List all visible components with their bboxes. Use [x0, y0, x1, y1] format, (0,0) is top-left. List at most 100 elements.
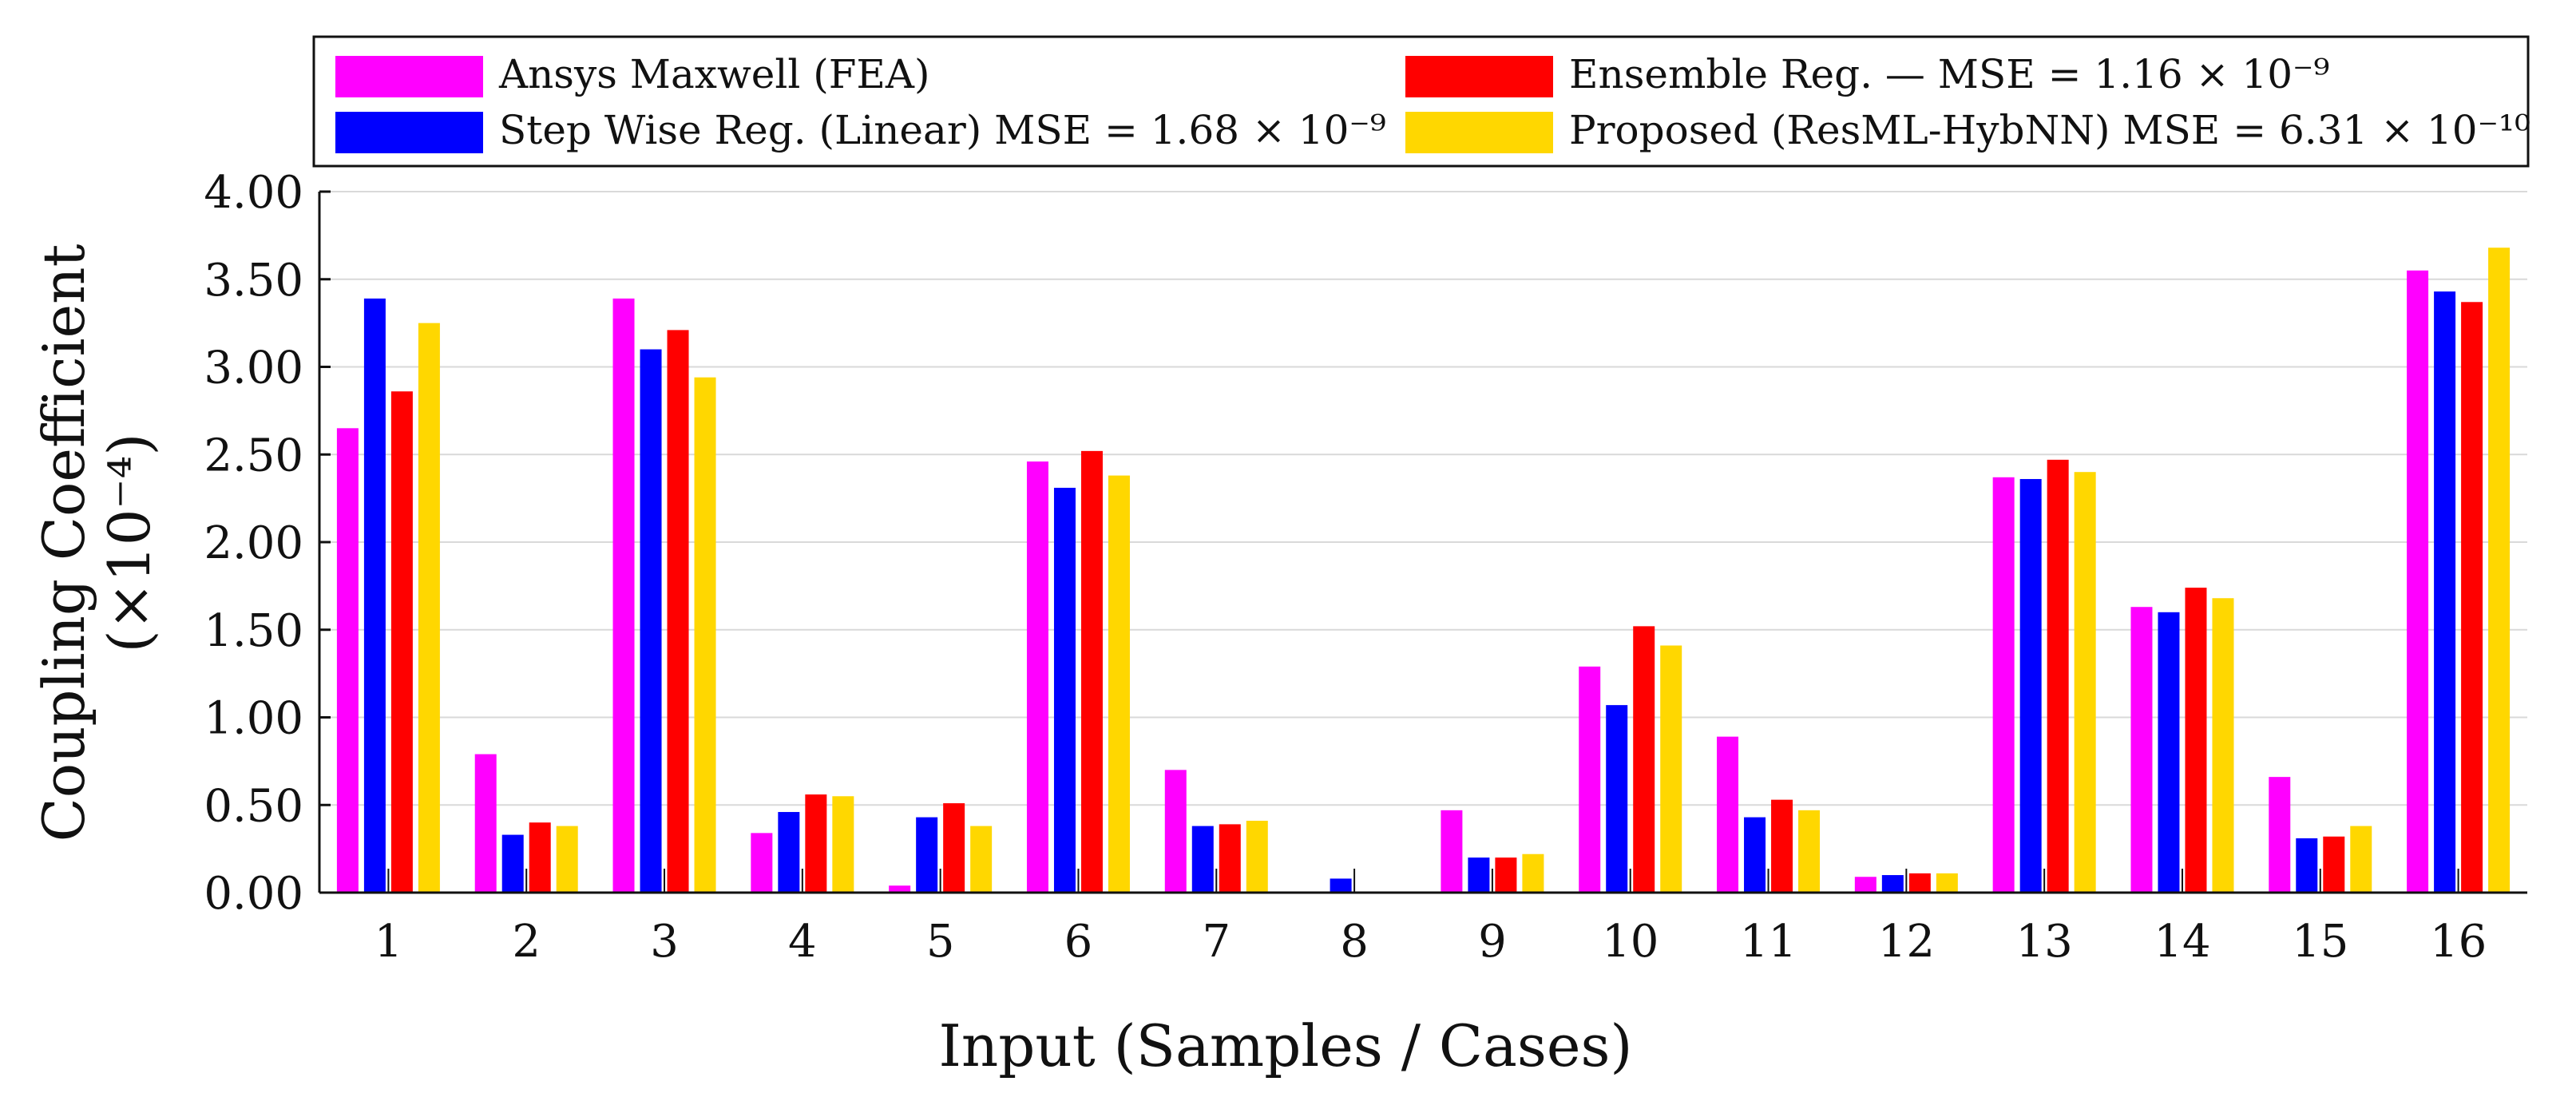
x-tick-label-16: 16	[2430, 916, 2487, 968]
y-axis-label-line2: (×10⁻⁴)	[96, 434, 163, 653]
bar-series-3-cat-1	[418, 323, 440, 893]
bar-series-0-cat-15	[2269, 777, 2291, 893]
bar-series-1-cat-2	[501, 834, 524, 893]
bar-series-3-cat-7	[1246, 821, 1268, 893]
x-tick-label-14: 14	[2154, 916, 2210, 968]
x-axis-label: Input (Samples / Cases)	[938, 1012, 1632, 1079]
bar-series-0-cat-3	[612, 298, 635, 893]
legend-swatch-proposed	[1405, 112, 1553, 153]
bar-series-2-cat-15	[2323, 836, 2345, 893]
bar-series-0-cat-16	[2407, 270, 2429, 893]
bar-series-0-cat-12	[1854, 877, 1877, 893]
bar-series-1-cat-9	[1468, 857, 1490, 893]
x-tick-label-7: 7	[1202, 916, 1231, 968]
bar-series-1-cat-1	[363, 298, 386, 893]
bar-series-1-cat-16	[2434, 291, 2456, 893]
bar-series-3-cat-15	[2350, 826, 2372, 893]
x-tick-label-3: 3	[650, 916, 679, 968]
bars	[336, 248, 2511, 893]
x-tick-label-6: 6	[1064, 916, 1093, 968]
bar-series-0-cat-5	[889, 885, 911, 893]
bar-series-1-cat-14	[2158, 612, 2180, 893]
bar-series-0-cat-14	[2130, 607, 2153, 893]
legend-swatch-stepwise	[335, 112, 483, 153]
bar-series-0-cat-1	[336, 428, 359, 893]
bar-series-2-cat-7	[1219, 824, 1241, 893]
x-tick-label-10: 10	[1602, 916, 1659, 968]
x-tick-label-5: 5	[926, 916, 955, 968]
x-tick-label-11: 11	[1740, 916, 1797, 968]
bar-series-3-cat-5	[970, 826, 993, 893]
bar-series-1-cat-4	[778, 812, 800, 893]
legend-swatch-ansys	[335, 56, 483, 97]
y-tick-label-6: 3.00	[204, 343, 303, 394]
bar-series-1-cat-8	[1330, 878, 1352, 893]
bar-series-3-cat-11	[1798, 810, 1821, 893]
bar-series-0-cat-11	[1717, 736, 1739, 893]
bar-series-1-cat-7	[1191, 826, 1214, 893]
y-tick-label-3: 1.50	[204, 605, 303, 657]
y-tick-label-1: 0.50	[204, 780, 303, 832]
bar-series-2-cat-14	[2185, 588, 2207, 893]
bar-series-3-cat-14	[2212, 598, 2234, 893]
bar-series-0-cat-13	[1992, 477, 2015, 893]
legend-swatch-ensemble	[1405, 56, 1553, 97]
bar-series-0-cat-4	[751, 833, 773, 893]
bar-series-2-cat-6	[1080, 450, 1103, 893]
x-ticks: 1 2 3 4 5 6 7 8 9 10 11 12 13 14 15 16	[375, 869, 2487, 968]
bar-series-2-cat-12	[1908, 873, 1931, 893]
bar-series-2-cat-13	[2047, 459, 2069, 893]
x-tick-label-2: 2	[512, 916, 541, 968]
bar-series-1-cat-15	[2296, 838, 2318, 893]
bar-series-1-cat-13	[2019, 478, 2042, 893]
x-tick-label-1: 1	[375, 916, 403, 968]
bar-series-0-cat-2	[474, 754, 497, 893]
legend-label-proposed: Proposed (ResML-HybNN) MSE = 6.31 × 10⁻¹…	[1569, 107, 2530, 153]
legend-label-ensemble: Ensemble Reg. — MSE = 1.16 × 10⁻⁹	[1569, 51, 2329, 97]
y-tick-label-5: 2.50	[204, 430, 303, 481]
bar-series-2-cat-10	[1633, 626, 1655, 893]
legend-label-ansys: Ansys Maxwell (FEA)	[498, 51, 930, 97]
bar-series-0-cat-10	[1579, 666, 1601, 893]
x-tick-label-8: 8	[1340, 916, 1369, 968]
bar-series-2-cat-2	[529, 822, 551, 893]
x-tick-label-4: 4	[788, 916, 817, 968]
bar-series-2-cat-16	[2461, 302, 2483, 893]
bar-series-3-cat-4	[832, 796, 854, 893]
bar-series-3-cat-3	[694, 377, 716, 893]
bar-series-2-cat-5	[943, 803, 965, 893]
bar-series-3-cat-12	[1936, 873, 1958, 893]
bar-series-1-cat-3	[640, 349, 662, 893]
y-axis-label-group: Coupling Coefficient (×10⁻⁴)	[30, 244, 163, 842]
y-tick-label-7: 3.50	[204, 255, 303, 307]
x-tick-label-12: 12	[1878, 916, 1935, 968]
x-tick-label-13: 13	[2016, 916, 2073, 968]
y-tick-label-2: 1.00	[204, 693, 303, 745]
bar-series-3-cat-6	[1108, 475, 1130, 893]
bar-series-2-cat-4	[805, 794, 827, 893]
bar-series-1-cat-11	[1744, 817, 1766, 893]
y-axis-label-line1: Coupling Coefficient	[30, 244, 97, 842]
bar-series-2-cat-1	[390, 391, 413, 893]
bar-series-0-cat-6	[1026, 461, 1048, 893]
y-tick-label-4: 2.00	[204, 517, 303, 569]
bar-series-2-cat-11	[1771, 799, 1793, 893]
bar-series-1-cat-10	[1606, 705, 1628, 893]
bar-series-0-cat-7	[1164, 770, 1187, 893]
y-tick-label-8: 4.00	[204, 167, 303, 219]
bar-series-3-cat-13	[2074, 472, 2096, 893]
bar-series-1-cat-6	[1053, 487, 1076, 893]
bar-series-3-cat-16	[2488, 248, 2511, 893]
bar-series-0-cat-9	[1441, 810, 1463, 893]
legend: Ansys Maxwell (FEA) Step Wise Reg. (Line…	[312, 35, 2530, 168]
y-tick-label-0: 0.00	[204, 868, 303, 920]
bar-series-1-cat-5	[916, 817, 938, 893]
bar-series-3-cat-10	[1660, 645, 1682, 893]
y-ticks: 0.00 0.50 1.00 1.50 2.00 2.50 3.00 3.50 4.00	[204, 167, 331, 920]
x-tick-label-15: 15	[2292, 916, 2348, 968]
bar-series-3-cat-9	[1522, 853, 1544, 893]
bar-series-2-cat-3	[667, 330, 689, 893]
legend-label-stepwise: Step Wise Reg. (Linear) MSE = 1.68 × 10⁻…	[499, 107, 1386, 153]
